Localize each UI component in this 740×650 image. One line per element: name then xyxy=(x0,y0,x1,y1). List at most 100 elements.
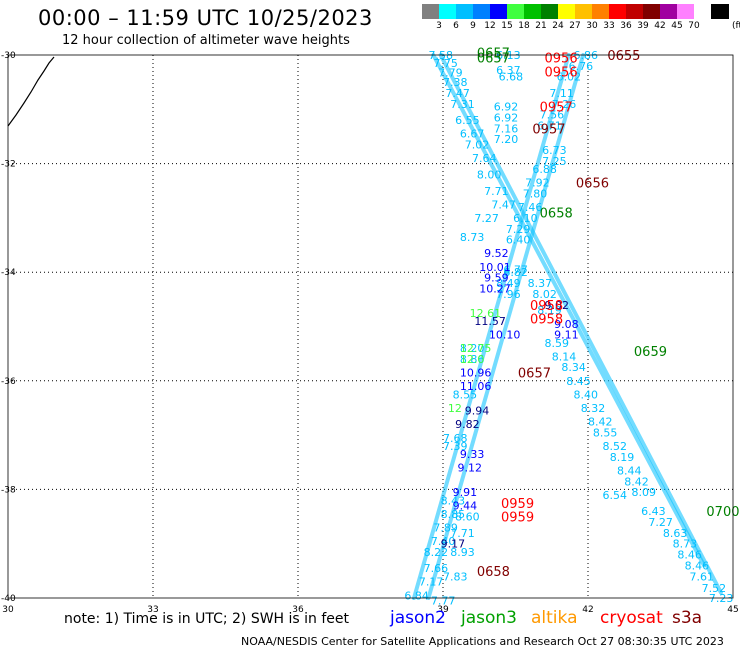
scale-label: 6 xyxy=(453,21,459,31)
wave-height-value: 7.96 xyxy=(496,288,520,301)
scale-label: 15 xyxy=(501,21,513,31)
wave-height-value: 8.45 xyxy=(566,375,591,388)
coastline xyxy=(7,56,55,127)
scale-label: 27 xyxy=(569,21,581,31)
lon-tick-label: 45 xyxy=(727,605,738,615)
wave-height-value: 6.84 xyxy=(404,589,429,602)
legend-jason2: jason2 xyxy=(390,608,446,628)
wave-height-value: 6.88 xyxy=(532,163,557,176)
wave-height-value: 8.34 xyxy=(561,361,586,374)
lat-tick-label: -38 xyxy=(1,485,16,495)
lat-tick-label: -30 xyxy=(1,51,16,61)
wave-height-value: 10.01 xyxy=(479,261,511,274)
wave-height-value: 7.61 xyxy=(690,570,715,583)
wave-height-value: 8.32 xyxy=(581,402,606,415)
wave-height-value: 8.00 xyxy=(477,168,502,181)
wave-height-value: 9.17 xyxy=(441,538,466,551)
wave-height-value: 6.02 xyxy=(557,71,582,84)
scale-label: 18 xyxy=(518,21,530,31)
scale-label: 12 xyxy=(484,21,496,31)
scale-swatch xyxy=(541,4,559,19)
lat-tick-label: -40 xyxy=(1,594,16,604)
wave-height-value: 8.55 xyxy=(593,426,618,439)
scale-label: 3 xyxy=(436,21,442,31)
wave-height-value: 12.61 xyxy=(470,307,502,320)
wave-height-value: 7.38 xyxy=(443,76,468,89)
scale-label: 30 xyxy=(586,21,598,31)
wave-height-value: 9.33 xyxy=(460,448,485,461)
wave-height-value: 8.44 xyxy=(617,464,642,477)
scale-swatch xyxy=(456,4,474,19)
scale-swatch xyxy=(677,4,695,19)
scale-unit: (ft) xyxy=(732,21,740,31)
scale-label: 36 xyxy=(620,21,632,31)
pass-time-label: 0959 xyxy=(501,497,534,512)
wave-height-value: 11.06 xyxy=(460,380,492,393)
lon-tick-label: 33 xyxy=(147,605,158,615)
wave-height-value: 8.09 xyxy=(632,486,657,499)
pass-time-label: 0656 xyxy=(576,177,609,192)
satellite-track xyxy=(431,53,706,568)
wave-height-value: 8.55 xyxy=(453,388,478,401)
wave-height-value: 8.49 xyxy=(496,277,520,290)
scale-swatch xyxy=(643,4,661,19)
wave-height-value: 9.44 xyxy=(453,500,478,513)
wave-height-value: 8.60 xyxy=(455,511,480,524)
wave-height-value: 8.14 xyxy=(552,350,577,363)
wave-height-value: 8.37 xyxy=(528,277,553,290)
pass-time-label: 0956 xyxy=(545,65,578,80)
wave-height-value: 6.86 xyxy=(574,49,599,62)
pass-time-label: 0657 xyxy=(477,52,510,67)
wave-height-value: 6.76 xyxy=(569,60,594,73)
wave-height-value: 6.77 xyxy=(503,263,527,276)
pass-time-label: 0958 xyxy=(530,299,563,314)
wave-height-value: 8.63 xyxy=(663,527,688,540)
wave-height-value: 8.52 xyxy=(603,440,628,453)
wave-height-value: 6.67 xyxy=(460,128,485,141)
wave-height-value: 8.73 xyxy=(673,538,698,551)
pass-time-label: 0957 xyxy=(532,122,565,137)
wave-height-value: 6.54 xyxy=(603,489,628,502)
wave-height-value: 7.27 xyxy=(474,212,499,225)
wave-height-value: 7.83 xyxy=(443,570,468,583)
wave-height-value: 9.02 xyxy=(545,299,570,312)
wave-height-value: 8.20 xyxy=(460,342,485,355)
wave-height-value: 7.16 xyxy=(494,122,519,135)
wave-height-value: 7.77 xyxy=(431,595,456,608)
lat-tick-label: -36 xyxy=(1,377,16,387)
satellite-track xyxy=(412,53,571,600)
wave-height-value: 8.46 xyxy=(677,549,702,562)
scale-label: 42 xyxy=(654,21,666,31)
legend-altika: altika xyxy=(531,608,578,628)
wave-height-value: 8.40 xyxy=(574,388,599,401)
satellite-track xyxy=(438,53,723,595)
map-frame xyxy=(7,54,734,599)
wave-height-value: 7.40 xyxy=(431,535,456,548)
wave-height-value: 7.75 xyxy=(433,57,458,70)
wave-height-value: 7.25 xyxy=(542,155,567,168)
scale-swatch xyxy=(490,4,508,19)
wave-height-value: 7.64 xyxy=(472,152,497,165)
wave-height-value: 7.71 xyxy=(450,527,475,540)
wave-height-value: 6.82 xyxy=(503,266,527,279)
wave-height-value: 12 xyxy=(448,402,462,415)
scale-swatch xyxy=(694,4,712,19)
wave-height-value: 6.37 xyxy=(496,64,520,77)
lon-tick-label: 36 xyxy=(292,605,304,615)
wave-height-value: 6.13 xyxy=(496,49,520,62)
wave-height-value: 6.68 xyxy=(499,71,524,84)
wave-height-value: 7.92 xyxy=(525,177,550,190)
wave-height-value: 10.96 xyxy=(460,367,492,380)
wave-height-value: 8.59 xyxy=(545,337,570,350)
wave-height-value: 8.86 xyxy=(460,353,485,366)
scale-label: 39 xyxy=(637,21,649,31)
wave-height-value: 12.75 xyxy=(460,342,492,355)
wave-height-value: 8.43 xyxy=(441,494,466,507)
wave-height-value: 7.23 xyxy=(709,592,734,605)
lat-tick-label: -34 xyxy=(1,268,16,278)
wave-height-value: 6.10 xyxy=(513,212,538,225)
wave-height-value: 6.55 xyxy=(455,114,480,127)
scale-label: 9 xyxy=(470,21,476,31)
scale-swatch xyxy=(660,4,678,19)
wave-height-value: 7.02 xyxy=(465,139,490,152)
